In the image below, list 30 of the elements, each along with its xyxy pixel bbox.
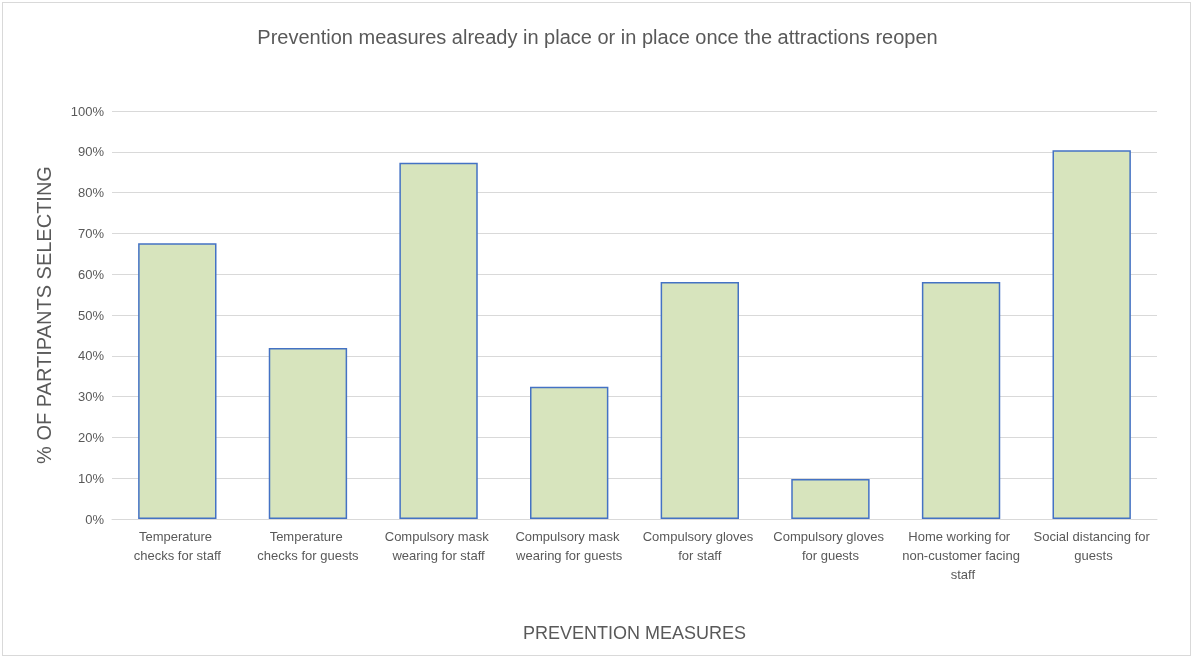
y-tick-label: 100% [70,103,105,119]
x-axis-title: PREVENTION MEASURES [522,623,747,643]
x-tick-label: Temperature checks for staff [133,529,222,563]
y-tick-label: 0% [85,511,105,527]
bar [921,281,1001,519]
y-tick-label: 30% [77,389,105,405]
bar [399,162,478,519]
x-tick-label: Temperature checks for guests [257,529,360,563]
bar [660,281,739,519]
y-tick-label: 50% [77,307,105,323]
chart-title: Prevention measures already in place or in place once the attractions reopen [257,26,938,48]
y-tick-label: 80% [77,185,105,201]
bar [138,243,217,519]
x-tick-label: Compulsory mask wearing for staff [384,529,493,563]
x-tick-label: Compulsory gloves for staff [642,529,757,563]
x-tick-label: Social distancing for guests [1033,529,1151,563]
y-tick-label: 10% [77,470,105,486]
bar [791,479,870,519]
y-tick-label: 60% [77,266,105,282]
y-tick-label: 70% [77,225,105,241]
bar [530,386,609,519]
bar [268,348,348,519]
y-tick-label: 90% [77,144,105,160]
y-axis-title: % OF PARTIPANTS SELECTING [33,166,55,464]
y-tick-label: 40% [77,348,105,364]
x-tick-label: Compulsory mask wearing for guests [515,529,624,563]
y-tick-label: 20% [77,429,105,445]
x-tick-label: Compulsory gloves for guests [773,529,888,563]
x-tick-label: Home working for non-customer facing staff [902,529,1020,582]
bar [1052,150,1131,519]
